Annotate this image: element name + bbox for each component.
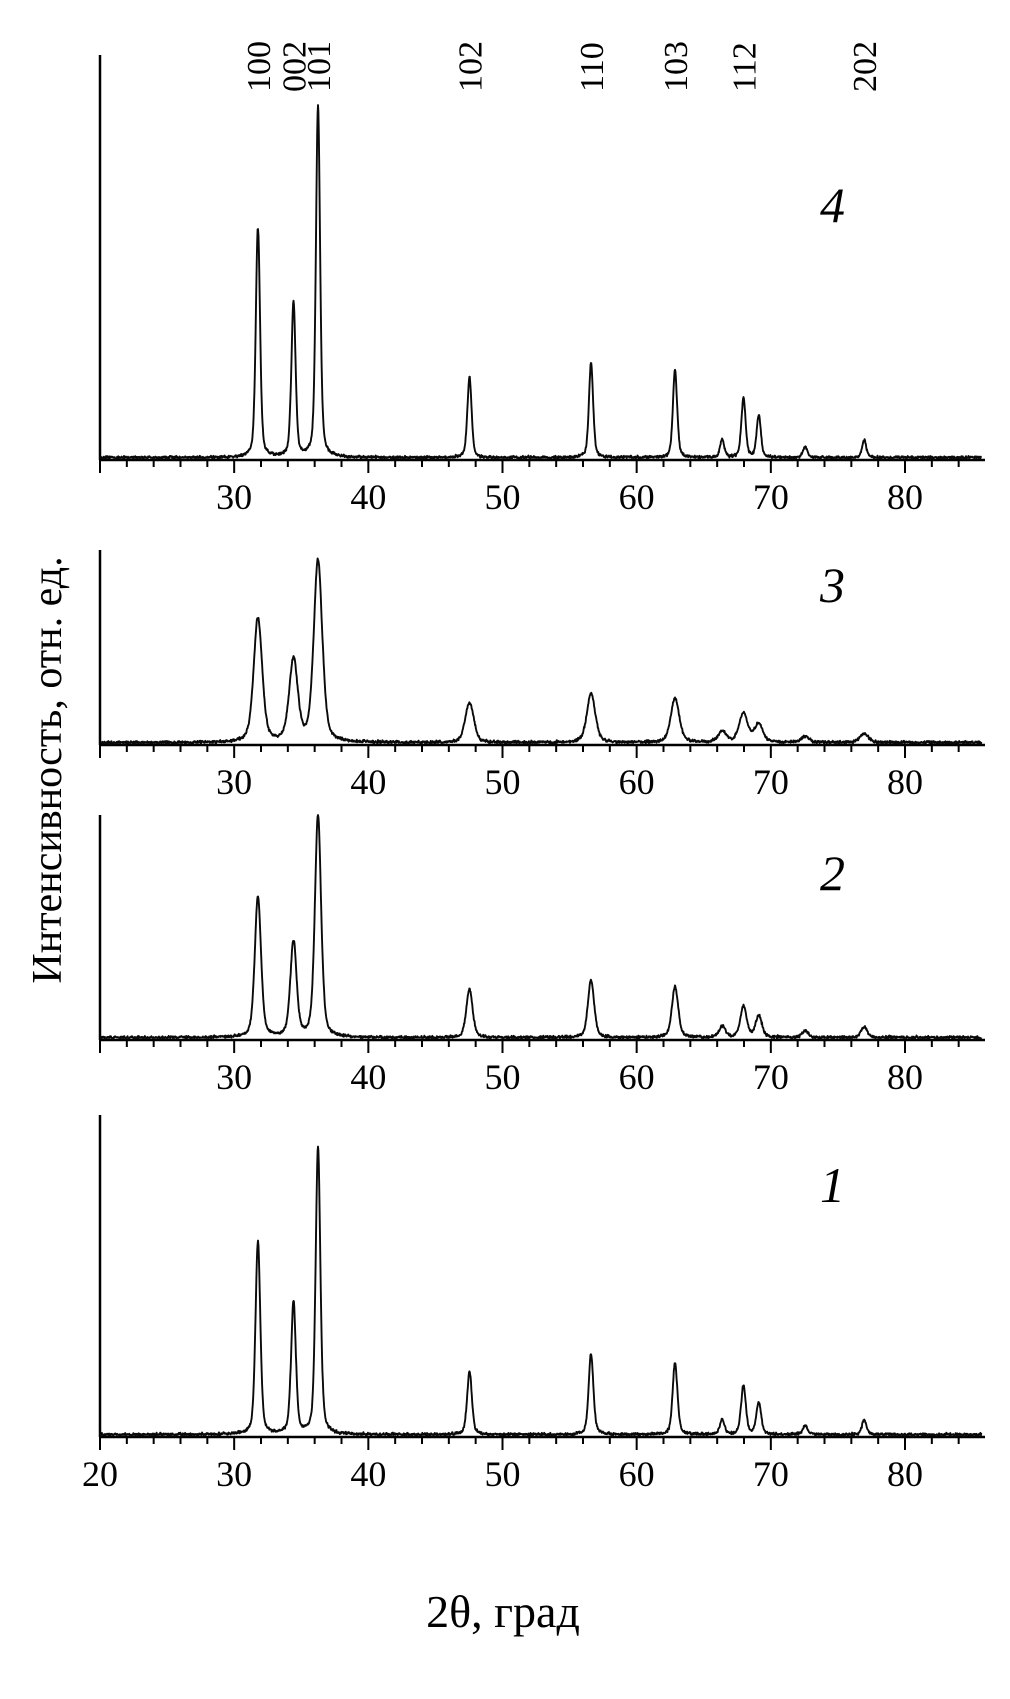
x-tick-label: 70 <box>753 1454 789 1494</box>
miller-index-label: 101 <box>301 41 338 92</box>
x-tick-label: 30 <box>216 762 252 800</box>
x-tick-label: 60 <box>619 1057 655 1095</box>
x-tick-label: 50 <box>485 1454 521 1494</box>
xrd-panel-1-plot: 20 30 40 50 60 70 80 <box>82 1115 985 1494</box>
x-tick-label: 80 <box>887 1057 923 1095</box>
x-tick-label: 30 <box>216 1454 252 1494</box>
xrd-panel-3: 30 40 50 60 70 80 3 <box>0 520 1010 800</box>
x-tick-label: 70 <box>753 762 789 800</box>
x-tick-label: 50 <box>485 1057 521 1095</box>
x-tick-label: 40 <box>350 762 386 800</box>
x-tick-label: 70 <box>753 1057 789 1095</box>
miller-index-label: 103 <box>658 41 695 92</box>
x-tick-label: 40 <box>350 477 386 517</box>
x-tick-label: 50 <box>485 762 521 800</box>
x-tick-label: 60 <box>619 1454 655 1494</box>
x-tick-label: 40 <box>350 1057 386 1095</box>
xrd-panel-2-plot: 30 40 50 60 70 80 <box>98 814 985 1095</box>
x-tick-label: 80 <box>887 762 923 800</box>
xrd-trace <box>99 104 982 461</box>
miller-index-label: 202 <box>847 41 884 92</box>
curve-label-3: 3 <box>820 557 845 613</box>
miller-index-label: 002 <box>276 41 313 92</box>
x-tick-label: 40 <box>350 1454 386 1494</box>
x-tick-label: 30 <box>216 477 252 517</box>
x-axis-title: 2θ, град <box>426 1586 580 1637</box>
miller-index-label: 102 <box>452 41 489 92</box>
curve-label-4: 4 <box>820 177 845 233</box>
x-tick-label: 60 <box>619 762 655 800</box>
x-tick-label: 30 <box>216 1057 252 1095</box>
x-tick-label: 70 <box>753 477 789 517</box>
xrd-trace <box>99 814 983 1041</box>
miller-index-label: 110 <box>574 42 611 92</box>
x-tick-label: 60 <box>619 477 655 517</box>
x-tick-label: 50 <box>485 477 521 517</box>
xrd-panel-1: 20 30 40 50 60 70 80 1 <box>0 1095 1010 1500</box>
x-tick-label: 80 <box>887 1454 923 1494</box>
xrd-panel-2: 30 40 50 60 70 80 2 <box>0 800 1010 1095</box>
curve-label-2: 2 <box>820 845 845 901</box>
miller-index-label: 100 <box>241 41 278 92</box>
miller-index-label: 112 <box>726 42 763 92</box>
x-tick-label: 20 <box>82 1454 118 1494</box>
xrd-trace <box>99 557 983 746</box>
xrd-panel-4: 30 40 50 60 70 80 100 002 101 102 110 103 112 202 4 <box>0 0 1010 520</box>
xrd-panel-3-plot: 30 40 50 60 70 80 <box>98 550 985 800</box>
x-tick-label: 80 <box>887 477 923 517</box>
curve-label-1: 1 <box>820 1157 845 1213</box>
xrd-trace <box>99 1145 983 1438</box>
